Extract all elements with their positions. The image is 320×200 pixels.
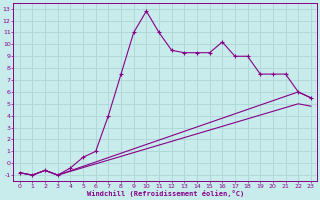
X-axis label: Windchill (Refroidissement éolien,°C): Windchill (Refroidissement éolien,°C) bbox=[87, 190, 244, 197]
